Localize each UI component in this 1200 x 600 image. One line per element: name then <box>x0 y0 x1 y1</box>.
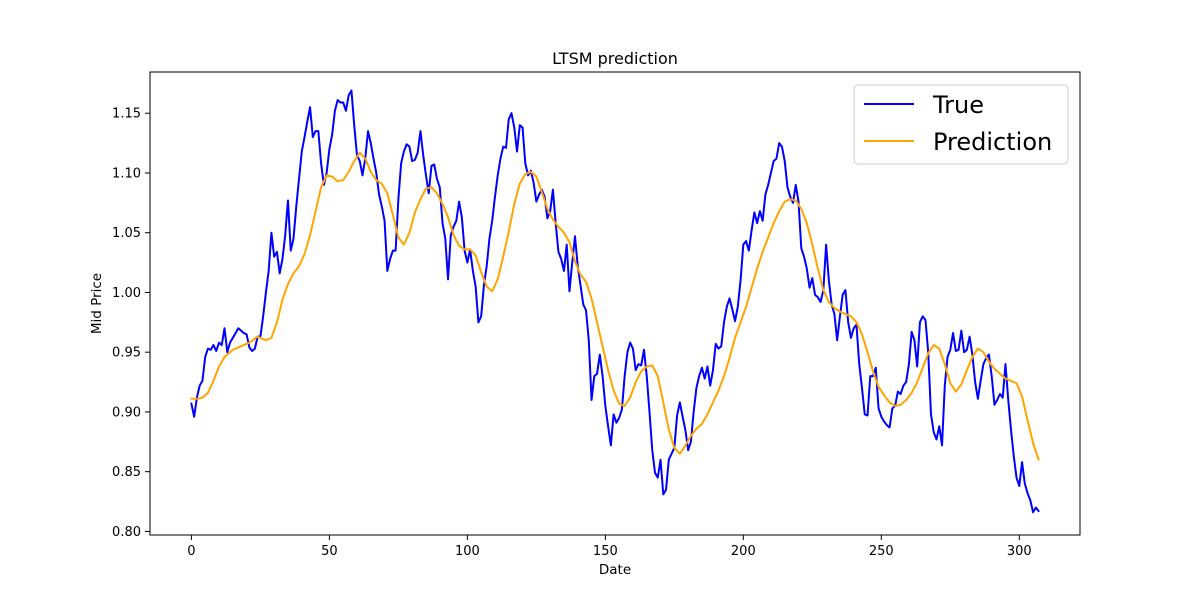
x-tick-label: 250 <box>869 544 894 559</box>
series-line-prediction <box>190 151 1040 461</box>
y-axis-title: Mid Price <box>89 273 105 334</box>
x-tick-label: 300 <box>1007 544 1032 559</box>
plot-series-group <box>190 89 1040 514</box>
chart-title: LTSM prediction <box>552 49 678 68</box>
x-tick-label: 150 <box>593 544 618 559</box>
legend: True Prediction <box>853 84 1069 165</box>
x-tick-label: 50 <box>321 544 338 559</box>
y-tick-label: 0.80 <box>112 525 141 540</box>
y-tick-label: 1.05 <box>112 226 141 241</box>
y-tick-label: 1.10 <box>112 166 141 181</box>
legend-label-true: True <box>932 91 984 119</box>
x-axis: 0 50 100 150 200 250 300 <box>187 535 1032 559</box>
y-tick-label: 0.90 <box>112 405 141 420</box>
y-tick-label: 1.15 <box>112 107 141 122</box>
x-tick-label: 0 <box>187 544 195 559</box>
y-tick-label: 1.00 <box>112 286 141 301</box>
x-axis-title: Date <box>599 562 631 578</box>
plot-frame <box>149 71 1081 536</box>
x-tick-label: 100 <box>455 544 480 559</box>
x-tick-label: 200 <box>731 544 756 559</box>
y-axis: 0.80 0.85 0.90 0.95 1.00 1.05 1.10 1.15 <box>112 107 150 540</box>
y-tick-label: 0.95 <box>112 346 141 361</box>
legend-label-prediction: Prediction <box>933 128 1052 156</box>
y-tick-label: 0.85 <box>112 465 141 480</box>
series-line-true <box>190 89 1040 514</box>
